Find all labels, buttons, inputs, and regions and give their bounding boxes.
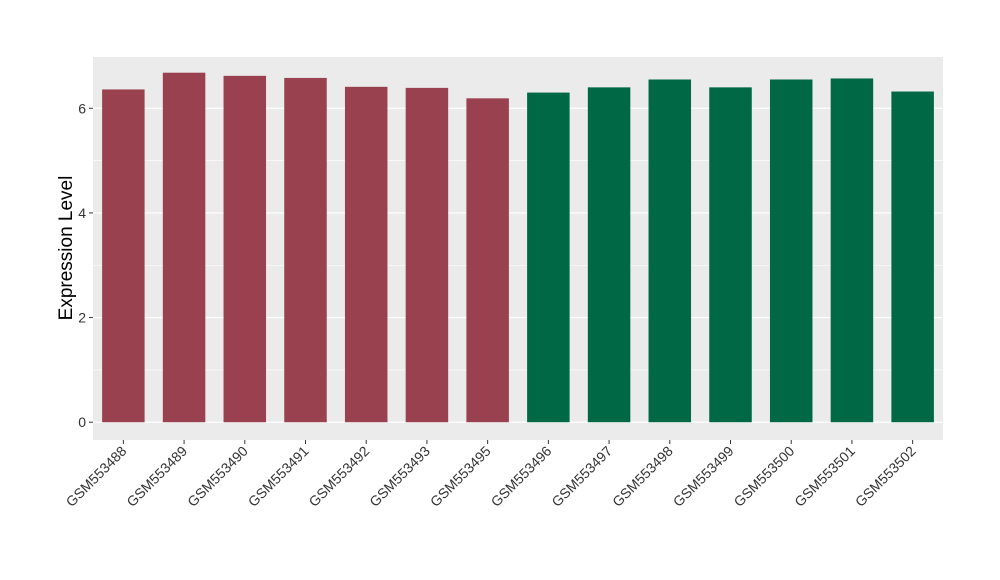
x-tick-label: GSM553497: [548, 443, 615, 510]
bar-gsm553502: [891, 91, 934, 423]
bar-gsm553489: [162, 72, 206, 423]
bar-gsm553493: [405, 87, 449, 423]
bar-gsm553491: [284, 77, 327, 423]
x-tick-label: GSM553488: [63, 443, 130, 510]
x-tick-label: GSM553490: [184, 443, 251, 510]
bar-gsm553490: [223, 75, 267, 423]
x-tick-label: GSM553500: [730, 443, 797, 510]
x-tick-label: GSM553495: [427, 443, 494, 510]
x-tick-label: GSM553489: [123, 443, 190, 510]
y-tick-label: 2: [78, 310, 86, 326]
x-tick-label: GSM553499: [670, 443, 737, 510]
x-tick-label: GSM553501: [791, 443, 858, 510]
x-tick-label: GSM553491: [245, 443, 312, 510]
bars: [102, 72, 934, 423]
bar-gsm553488: [102, 89, 145, 423]
x-tick-label: GSM553493: [366, 443, 433, 510]
y-tick-label: 4: [78, 205, 86, 221]
x-tick-label: GSM553498: [609, 443, 676, 510]
bar-gsm553498: [648, 79, 692, 423]
y-axis-title: Expression Level: [56, 176, 77, 321]
bar-gsm553492: [344, 86, 388, 423]
bar-gsm553499: [709, 87, 752, 423]
x-tick-label: GSM553492: [305, 443, 372, 510]
y-tick-label: 0: [78, 414, 86, 430]
bar-gsm553496: [527, 92, 570, 423]
x-tick-label: GSM553496: [488, 443, 555, 510]
bar-gsm553501: [830, 78, 874, 423]
bar-gsm553497: [587, 87, 631, 423]
plot-panel: [93, 57, 943, 440]
x-tick-label: GSM553502: [852, 443, 919, 510]
bar-gsm553500: [769, 79, 813, 423]
y-tick-label: 6: [78, 100, 86, 116]
bar-gsm553495: [466, 98, 509, 423]
